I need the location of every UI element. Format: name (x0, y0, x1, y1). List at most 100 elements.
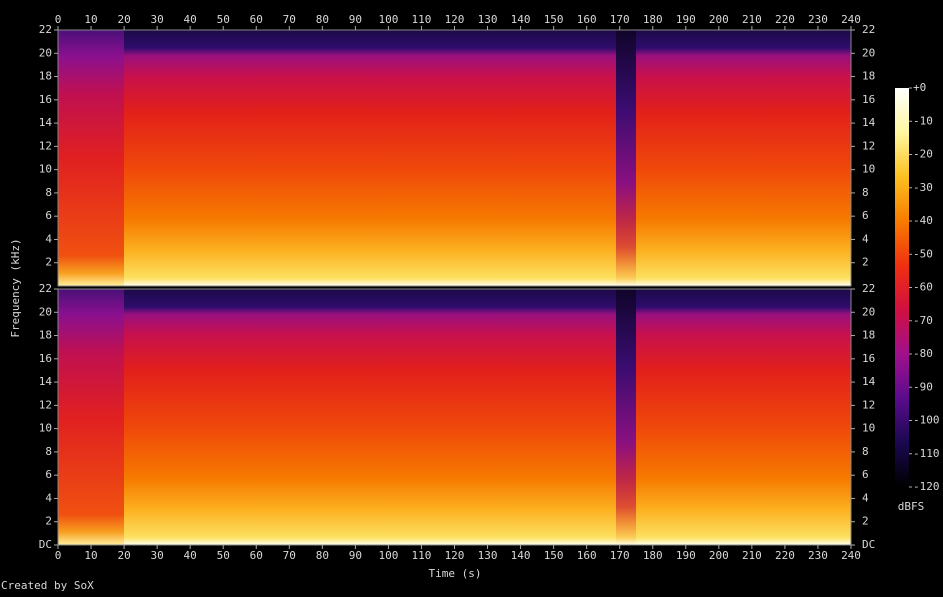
y-tick-label: 2 (45, 515, 52, 528)
y-tick-label: DC (862, 538, 875, 551)
y-tick-label: 8 (45, 186, 52, 199)
credit: Created by SoX (1, 579, 94, 592)
colorbar-tick-label: -60 (913, 281, 933, 294)
x-tick-label: 130 (478, 13, 498, 26)
x-axis-label: Time (s) (429, 567, 482, 580)
y-tick-label: 22 (39, 282, 52, 295)
colorbar-tick-label: -20 (913, 148, 933, 161)
y-tick-label: 12 (862, 139, 875, 152)
x-tick-label: 100 (378, 549, 398, 562)
y-tick-label: DC (39, 538, 52, 551)
x-tick-label: 150 (544, 549, 564, 562)
x-tick-label: 60 (250, 549, 263, 562)
x-tick-label: 150 (544, 13, 564, 26)
colorbar-tick-label: -50 (913, 247, 933, 260)
y-tick-label: 22 (39, 23, 52, 36)
x-tick-label: 80 (316, 13, 329, 26)
y-tick-label: 2 (862, 515, 869, 528)
x-tick-label: 80 (316, 549, 329, 562)
spectrum (58, 289, 851, 545)
spectrum (58, 30, 851, 286)
x-tick-label: 30 (151, 549, 164, 562)
y-tick-label: 2 (45, 256, 52, 269)
y-tick-label: 20 (862, 305, 875, 318)
x-tick-label: 20 (117, 549, 130, 562)
x-tick-label: 190 (676, 549, 696, 562)
x-tick-label: 50 (217, 13, 230, 26)
y-tick-label: 14 (862, 375, 876, 388)
x-tick-label: 90 (349, 549, 362, 562)
y-tick-label: 16 (39, 352, 52, 365)
spectrum-intro (58, 30, 124, 286)
y-tick-label: 10 (862, 422, 875, 435)
x-tick-label: 180 (643, 549, 663, 562)
x-tick-label: 240 (841, 13, 861, 26)
x-tick-label: 120 (445, 13, 465, 26)
y-tick-label: 16 (862, 352, 875, 365)
spectrogram-channel-1 (58, 30, 851, 286)
x-tick-label: 170 (610, 549, 630, 562)
x-tick-label: 70 (283, 13, 296, 26)
y-tick-label: 18 (862, 70, 875, 83)
x-tick-label: 230 (808, 549, 828, 562)
x-tick-label: 90 (349, 13, 362, 26)
y-tick-label: 12 (862, 398, 875, 411)
x-tick-label: 110 (412, 549, 432, 562)
y-tick-label: 20 (39, 46, 52, 59)
x-tick-label: 220 (775, 13, 795, 26)
x-tick-label: 160 (577, 549, 597, 562)
x-tick-label: 170 (610, 13, 630, 26)
x-tick-label: 20 (117, 13, 130, 26)
y-tick-label: 6 (45, 209, 52, 222)
x-tick-label: 140 (511, 13, 531, 26)
y-tick-label: 22 (862, 282, 875, 295)
y-tick-label: 20 (39, 305, 52, 318)
x-tick-label: 60 (250, 13, 263, 26)
y-tick-label: 4 (862, 491, 869, 504)
colorbar-tick-label: -120 (913, 480, 940, 493)
x-tick-label: 160 (577, 13, 597, 26)
y-tick-label: 4 (862, 232, 869, 245)
x-tick-label: 40 (184, 13, 197, 26)
y-tick-label: 10 (39, 422, 52, 435)
x-tick-label: 210 (742, 13, 762, 26)
colorbar (895, 88, 909, 487)
spectrum-dip (616, 289, 636, 545)
colorbar-tick-label: -90 (913, 380, 933, 393)
colorbar-tick-label: +0 (913, 81, 926, 94)
x-tick-label: 0 (55, 13, 62, 26)
y-tick-label: 16 (39, 93, 52, 106)
y-tick-label: 14 (862, 116, 876, 129)
colorbar-tick-label: -100 (913, 414, 940, 427)
x-tick-label: 30 (151, 13, 164, 26)
y-tick-label: 12 (39, 139, 52, 152)
colorbar-tick-label: -30 (913, 181, 933, 194)
y-tick-label: 14 (39, 375, 53, 388)
y-tick-label: 6 (862, 468, 869, 481)
x-tick-label: 200 (709, 13, 729, 26)
colorbar-tick-label: -40 (913, 214, 933, 227)
y-tick-label: 10 (862, 163, 875, 176)
x-tick-label: 200 (709, 549, 729, 562)
colorbar-label: dBFS (898, 500, 925, 513)
x-tick-label: 110 (412, 13, 432, 26)
y-tick-label: 18 (862, 329, 875, 342)
x-tick-label: 210 (742, 549, 762, 562)
colorbar-tick-label: -70 (913, 314, 933, 327)
x-tick-label: 180 (643, 13, 663, 26)
y-tick-label: 22 (862, 23, 875, 36)
colorbar-tick-label: -110 (913, 447, 940, 460)
x-tick-label: 10 (84, 13, 97, 26)
x-tick-label: 140 (511, 549, 531, 562)
x-tick-label: 230 (808, 13, 828, 26)
x-tick-label: 10 (84, 549, 97, 562)
x-tick-label: 50 (217, 549, 230, 562)
y-tick-label: 16 (862, 93, 875, 106)
y-tick-label: 2 (862, 256, 869, 269)
x-tick-label: 120 (445, 549, 465, 562)
x-tick-label: 100 (378, 13, 398, 26)
y-axis-label: Frequency (kHz) (9, 238, 22, 337)
x-tick-label: 40 (184, 549, 197, 562)
y-tick-label: 14 (39, 116, 53, 129)
